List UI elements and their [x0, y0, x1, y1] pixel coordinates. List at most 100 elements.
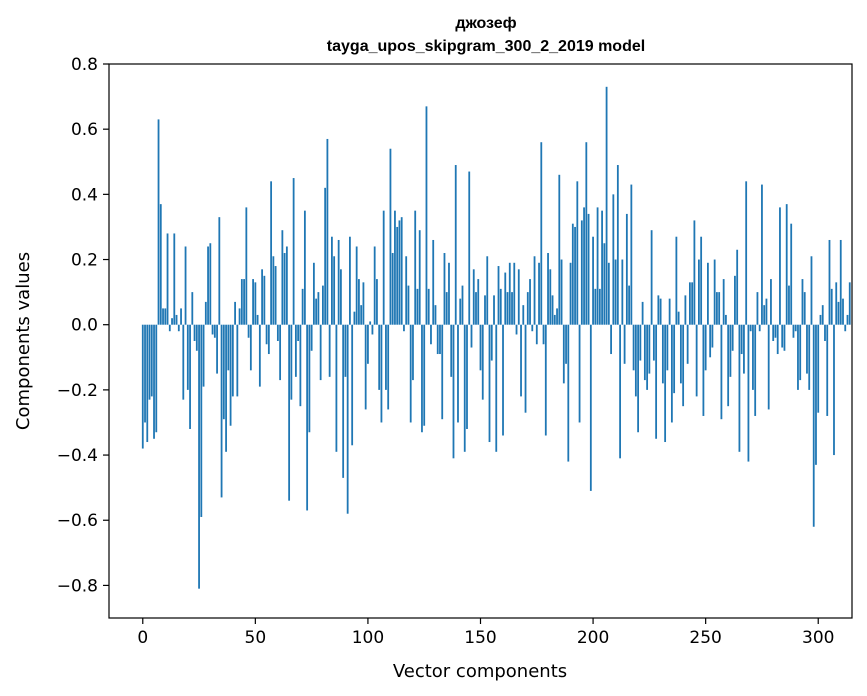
bar-62 — [281, 230, 284, 325]
x-axis-label: Vector components — [393, 661, 567, 682]
bar-104 — [376, 279, 378, 325]
bar-200 — [592, 236, 594, 325]
bar-247 — [697, 259, 700, 325]
bar-199 — [589, 324, 592, 491]
bar-146 — [470, 324, 473, 348]
bar-189 — [567, 324, 570, 462]
bar-187 — [562, 324, 565, 384]
bar-296 — [808, 324, 811, 390]
bar-8 — [159, 204, 162, 325]
bar-120 — [412, 324, 414, 381]
bar-43 — [238, 308, 241, 325]
bar-255 — [716, 292, 718, 325]
bar-82 — [326, 138, 329, 325]
bar-224 — [646, 324, 649, 390]
bar-109 — [387, 324, 390, 410]
bar-213 — [621, 259, 624, 325]
bar-264 — [736, 249, 739, 325]
bar-188 — [565, 324, 567, 364]
bar-221 — [639, 324, 642, 361]
bar-10 — [164, 308, 167, 325]
bar-34 — [218, 217, 221, 325]
bar-280 — [772, 324, 775, 341]
bar-169 — [522, 305, 525, 325]
bar-25 — [198, 324, 200, 589]
bar-206 — [605, 86, 608, 325]
bar-103 — [373, 246, 376, 325]
bar-67 — [292, 178, 295, 325]
bar-29 — [207, 246, 209, 325]
bar-220 — [637, 324, 640, 433]
bar-261 — [729, 324, 732, 377]
bar-254 — [713, 259, 716, 325]
bar-265 — [738, 324, 741, 452]
bar-15 — [175, 314, 178, 325]
bar-32 — [213, 324, 216, 338]
bar-301 — [819, 314, 822, 325]
bar-170 — [524, 324, 527, 413]
bar-291 — [797, 324, 799, 390]
bar-237 — [675, 236, 678, 325]
bar-288 — [790, 223, 793, 325]
bar-282 — [776, 324, 779, 355]
bar-27 — [202, 324, 205, 387]
bar-160 — [502, 324, 504, 436]
bar-289 — [792, 324, 795, 338]
bar-107 — [382, 210, 385, 325]
bar-55 — [265, 324, 268, 345]
bar-106 — [380, 324, 383, 423]
bar-66 — [290, 324, 293, 400]
bar-286 — [785, 204, 788, 325]
bar-122 — [416, 288, 419, 325]
bar-133 — [441, 324, 444, 420]
x-tick-label-4: 200 — [577, 628, 609, 648]
bar-250 — [704, 324, 707, 371]
bar-128 — [430, 324, 432, 345]
bar-125 — [423, 324, 426, 426]
bar-18 — [182, 324, 185, 400]
bar-283 — [779, 207, 781, 325]
bar-271 — [752, 324, 754, 390]
bar-69 — [297, 324, 300, 341]
bar-234 — [668, 298, 671, 325]
bar-222 — [641, 301, 644, 325]
bar-252 — [709, 324, 712, 358]
bar-225 — [648, 324, 651, 374]
bar-13 — [171, 318, 173, 325]
bar-131 — [436, 324, 439, 355]
bar-310 — [839, 239, 842, 325]
bar-85 — [333, 256, 336, 325]
bar-46 — [245, 207, 248, 325]
y-tick-label-5: 0.2 — [71, 251, 98, 271]
bar-295 — [806, 324, 808, 374]
bar-263 — [734, 275, 736, 325]
bar-115 — [400, 217, 403, 325]
chart-subtitle: tayga_upos_skipgram_300_2_2019 model — [327, 38, 645, 55]
bar-201 — [594, 288, 597, 325]
bar-153 — [486, 256, 489, 325]
bar-17 — [180, 308, 182, 325]
bar-193 — [576, 181, 579, 325]
bar-272 — [754, 324, 757, 416]
bar-195 — [580, 220, 583, 325]
bar-277 — [765, 298, 768, 325]
bar-110 — [389, 148, 392, 325]
bar-140 — [457, 324, 459, 423]
bar-179 — [544, 324, 547, 436]
bar-58 — [272, 256, 275, 325]
bar-203 — [598, 288, 601, 325]
bar-266 — [740, 324, 743, 355]
bar-97 — [360, 305, 363, 325]
bar-308 — [835, 282, 838, 325]
bar-28 — [204, 301, 207, 325]
bar-171 — [526, 292, 529, 325]
bar-138 — [452, 324, 455, 459]
bar-236 — [673, 324, 676, 394]
bar-48 — [249, 324, 252, 371]
bar-6 — [155, 324, 158, 433]
bar-7 — [157, 119, 160, 325]
bar-100 — [367, 324, 369, 364]
bar-9 — [162, 308, 164, 325]
bar-31 — [211, 324, 214, 335]
